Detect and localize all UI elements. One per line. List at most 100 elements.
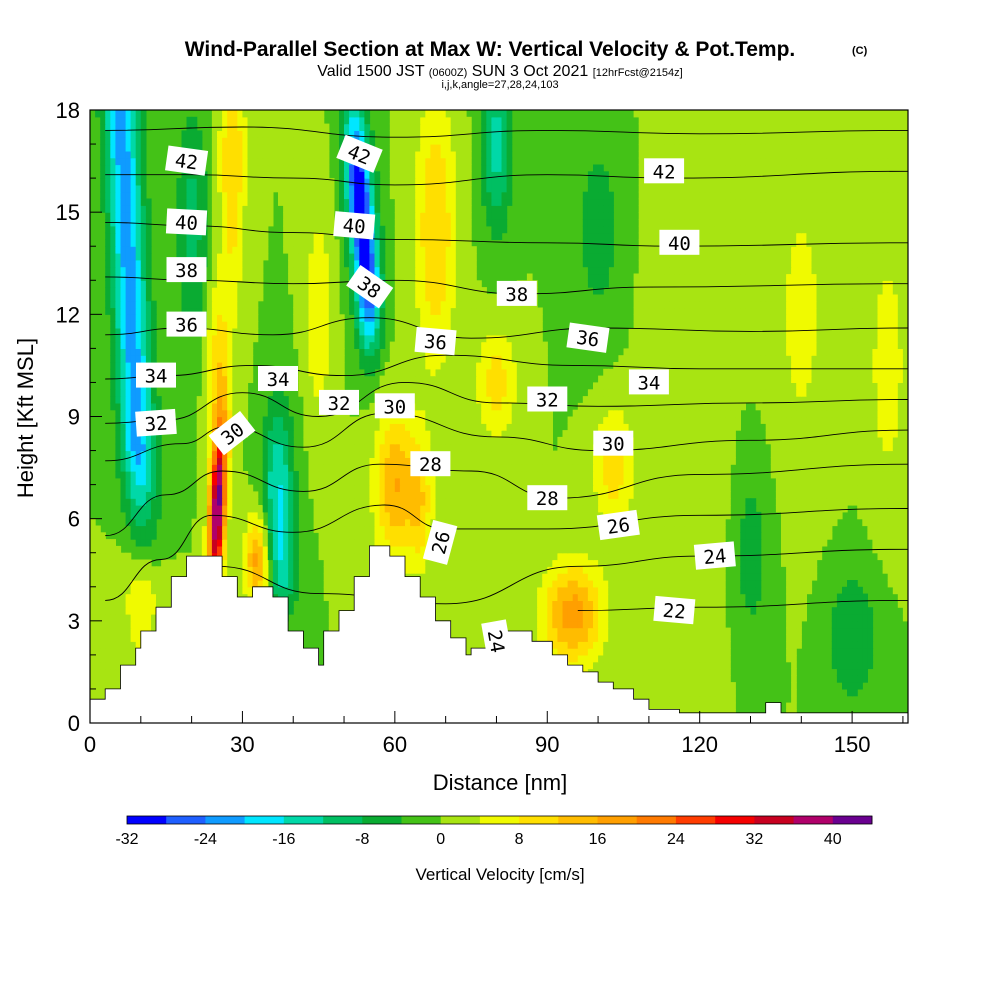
velocity-cell bbox=[425, 525, 431, 533]
velocity-cell bbox=[435, 511, 442, 520]
velocity-cell bbox=[501, 464, 508, 472]
velocity-cell bbox=[659, 580, 665, 588]
velocity-cell bbox=[623, 593, 630, 601]
velocity-cell bbox=[140, 607, 147, 615]
velocity-cell bbox=[750, 586, 757, 595]
velocity-cell bbox=[110, 539, 116, 547]
velocity-cell bbox=[288, 491, 294, 499]
velocity-cell bbox=[349, 600, 355, 608]
velocity-cell bbox=[587, 566, 594, 574]
velocity-cell bbox=[562, 525, 569, 533]
velocity-cell bbox=[831, 607, 838, 615]
velocity-cell bbox=[882, 498, 889, 506]
velocity-cell bbox=[328, 586, 335, 595]
velocity-cell bbox=[603, 668, 609, 676]
velocity-cell bbox=[684, 593, 691, 601]
velocity-cell bbox=[593, 552, 599, 561]
velocity-cell bbox=[547, 511, 553, 520]
velocity-cell bbox=[852, 634, 858, 642]
velocity-cell bbox=[714, 627, 721, 635]
velocity-cell bbox=[816, 484, 823, 492]
velocity-cell bbox=[313, 471, 320, 479]
velocity-cell bbox=[618, 627, 625, 635]
velocity-cell bbox=[664, 620, 670, 629]
velocity-cell bbox=[501, 559, 508, 567]
velocity-cell bbox=[633, 654, 640, 663]
velocity-cell bbox=[496, 505, 503, 513]
velocity-cell bbox=[344, 552, 350, 561]
velocity-cell bbox=[725, 498, 731, 506]
velocity-cell bbox=[725, 484, 731, 492]
velocity-cell bbox=[369, 491, 376, 499]
velocity-cell bbox=[476, 634, 482, 642]
velocity-cell bbox=[445, 614, 452, 622]
velocity-cell bbox=[333, 600, 340, 608]
velocity-cell bbox=[455, 518, 462, 527]
velocity-cell bbox=[110, 641, 116, 649]
velocity-cell bbox=[511, 607, 518, 615]
velocity-cell bbox=[405, 511, 411, 520]
velocity-cell bbox=[709, 614, 716, 622]
velocity-cell bbox=[811, 559, 818, 567]
velocity-cell bbox=[90, 634, 96, 642]
velocity-cell bbox=[120, 620, 127, 629]
velocity-cell bbox=[125, 593, 132, 601]
velocity-cell bbox=[725, 464, 731, 472]
velocity-cell bbox=[90, 559, 96, 567]
velocity-cell bbox=[699, 484, 706, 492]
velocity-cell bbox=[135, 614, 142, 622]
velocity-cell bbox=[648, 586, 655, 595]
velocity-cell bbox=[648, 648, 655, 656]
velocity-cell bbox=[496, 464, 503, 472]
velocity-cell bbox=[476, 518, 482, 527]
velocity-cell bbox=[694, 607, 701, 615]
velocity-cell bbox=[288, 457, 294, 465]
velocity-cell bbox=[110, 586, 116, 595]
velocity-cell bbox=[664, 661, 670, 670]
velocity-cell bbox=[608, 661, 614, 670]
velocity-cell bbox=[247, 573, 254, 581]
velocity-cell bbox=[415, 552, 421, 561]
velocity-cell bbox=[450, 559, 457, 567]
velocity-cell bbox=[603, 559, 609, 567]
velocity-cell bbox=[593, 559, 599, 567]
velocity-cell bbox=[526, 593, 533, 601]
velocity-cell bbox=[486, 559, 492, 567]
velocity-cell bbox=[516, 552, 523, 561]
velocity-cell bbox=[603, 545, 609, 554]
velocity-cell bbox=[318, 464, 325, 472]
velocity-cell bbox=[740, 545, 746, 554]
velocity-cell bbox=[659, 573, 665, 581]
velocity-cell bbox=[278, 552, 284, 561]
velocity-cell bbox=[222, 484, 228, 492]
velocity-cell bbox=[521, 518, 528, 527]
velocity-cell bbox=[689, 525, 696, 533]
velocity-cell bbox=[887, 518, 894, 527]
velocity-cell bbox=[598, 634, 604, 642]
velocity-cell bbox=[725, 505, 731, 513]
velocity-cell bbox=[384, 518, 391, 527]
velocity-cell bbox=[232, 477, 238, 486]
velocity-cell bbox=[542, 539, 548, 547]
velocity-cell bbox=[542, 620, 548, 629]
velocity-cell bbox=[689, 620, 696, 629]
velocity-cell bbox=[359, 545, 365, 554]
velocity-cell bbox=[638, 552, 645, 561]
velocity-cell bbox=[608, 607, 614, 615]
velocity-cell bbox=[430, 491, 437, 499]
velocity-cell bbox=[135, 573, 142, 581]
velocity-cell bbox=[410, 525, 416, 533]
velocity-cell bbox=[394, 471, 401, 479]
velocity-cell bbox=[460, 620, 467, 629]
velocity-cell bbox=[130, 525, 137, 533]
velocity-cell bbox=[389, 505, 396, 513]
velocity-cell bbox=[720, 491, 726, 499]
velocity-cell bbox=[105, 586, 111, 595]
velocity-cell bbox=[156, 457, 162, 465]
velocity-cell bbox=[664, 695, 670, 704]
velocity-cell bbox=[826, 505, 833, 513]
velocity-cell bbox=[831, 491, 838, 499]
velocity-cell bbox=[694, 566, 701, 574]
velocity-cell bbox=[476, 620, 482, 629]
velocity-cell bbox=[450, 545, 457, 554]
